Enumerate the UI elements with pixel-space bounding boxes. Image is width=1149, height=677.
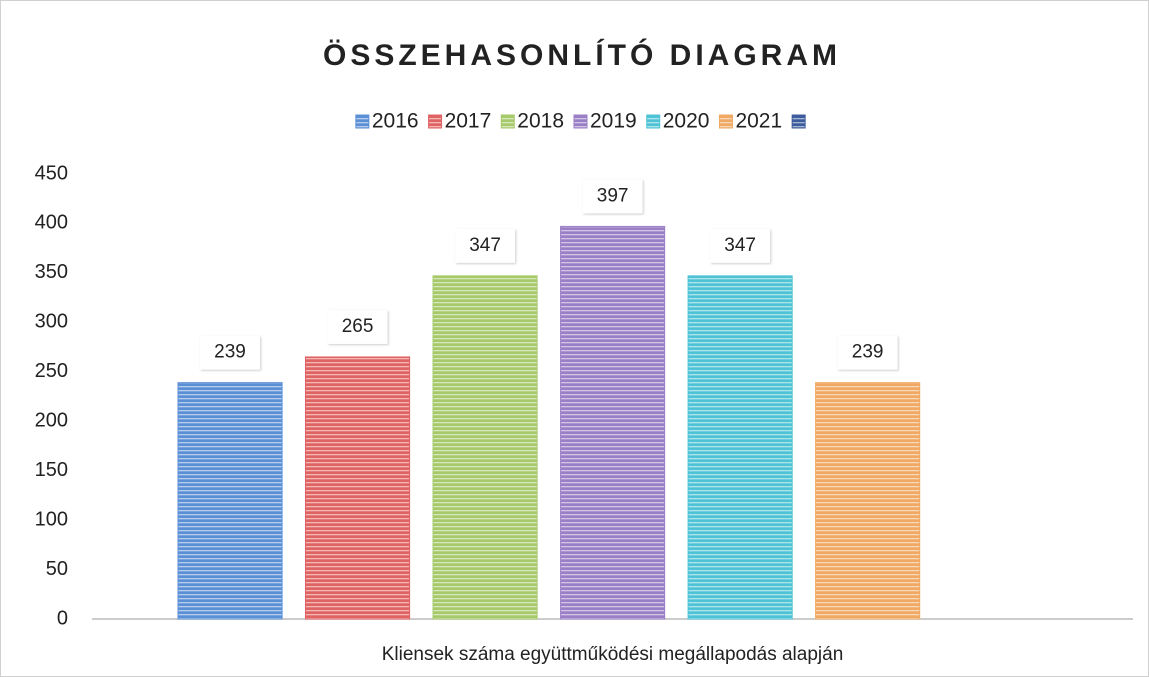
legend-marker	[646, 114, 661, 129]
bar	[177, 382, 283, 620]
y-tick-label: 450	[35, 162, 68, 184]
data-label: 347	[724, 235, 756, 256]
chart-title: ÖSSZEHASONLÍTÓ DIAGRAM	[323, 38, 841, 72]
data-label-box	[455, 228, 516, 263]
data-label: 239	[852, 342, 884, 363]
legend-label: 2019	[590, 110, 637, 133]
legend-label: 2021	[735, 110, 782, 133]
bar	[560, 225, 666, 620]
legend-label: 2018	[517, 110, 564, 133]
legend: 2016 2017 2018 2019 2020 2021	[355, 110, 806, 133]
data-label: 347	[469, 235, 501, 256]
y-tick-label: 100	[35, 508, 68, 530]
y-tick-label: 50	[46, 558, 68, 580]
legend-marker	[791, 114, 806, 129]
legend-marker	[355, 114, 370, 129]
legend-marker	[500, 114, 515, 129]
bar	[305, 356, 411, 620]
legend-marker	[573, 114, 588, 129]
legend-label: 2020	[663, 110, 710, 133]
x-tick-label: Kliensek száma együttműködési megállapod…	[382, 644, 844, 665]
legend-label: 2017	[445, 110, 492, 133]
bar	[815, 382, 921, 620]
legend-label: 2016	[372, 110, 419, 133]
data-label: 265	[342, 316, 374, 337]
y-tick-label: 250	[35, 360, 68, 382]
y-tick-label: 300	[35, 311, 68, 333]
data-label-box	[327, 309, 388, 344]
legend-marker	[718, 114, 733, 129]
y-tick-label: 0	[57, 607, 68, 629]
data-label-box	[710, 228, 771, 263]
y-tick-label: 350	[35, 261, 68, 283]
y-tick-label: 150	[35, 459, 68, 481]
y-tick-label: 400	[35, 212, 68, 234]
data-label-box	[582, 179, 643, 214]
data-label: 239	[214, 342, 246, 363]
data-label-box	[200, 335, 261, 370]
bar	[687, 275, 793, 620]
legend-marker	[428, 114, 443, 129]
bar	[432, 275, 538, 620]
y-tick-label: 200	[35, 410, 68, 432]
data-label-box	[837, 335, 898, 370]
data-label: 397	[597, 185, 629, 206]
